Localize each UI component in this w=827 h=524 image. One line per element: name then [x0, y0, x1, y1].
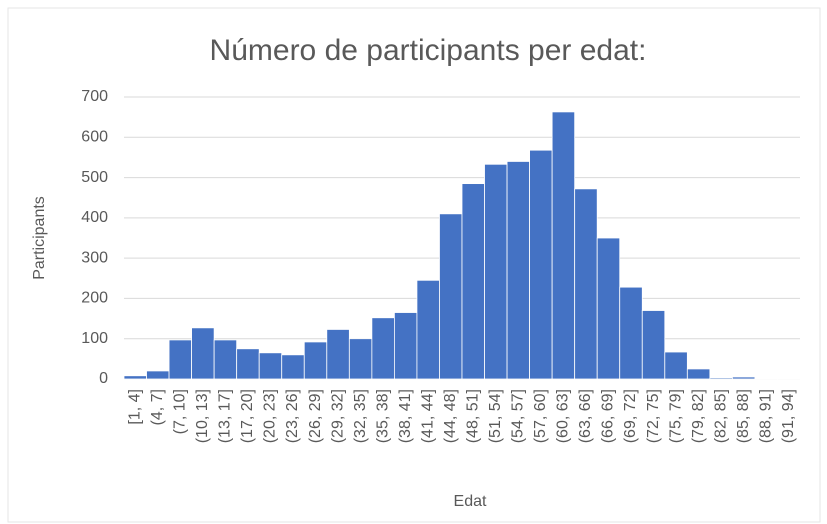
- y-tick-label: 600: [81, 129, 108, 146]
- x-tick-label: (69, 72]: [622, 389, 639, 443]
- bar: [529, 149, 553, 380]
- bar: [348, 338, 373, 380]
- bar: [619, 286, 643, 380]
- x-tick-label: (29, 32]: [329, 389, 346, 443]
- bar: [416, 279, 440, 380]
- x-tick-label: (48, 51]: [464, 389, 481, 443]
- y-tick-label: 700: [81, 88, 108, 105]
- bar: [191, 327, 215, 380]
- bar: [281, 354, 305, 380]
- x-tick-label: (91, 94]: [780, 389, 797, 443]
- x-tick-label: (57, 60]: [532, 389, 549, 443]
- x-tick-label: (54, 57]: [510, 389, 527, 443]
- x-tick-label: (72, 75]: [645, 389, 662, 443]
- bar: [596, 237, 621, 380]
- bar: [439, 213, 463, 380]
- x-tick-label: (63, 66]: [577, 389, 594, 443]
- x-tick-label: (88, 91]: [757, 389, 774, 443]
- bar: [168, 339, 192, 380]
- bar: [709, 377, 733, 380]
- bar: [551, 111, 576, 380]
- chart-border: [7, 7, 821, 523]
- x-tick-label: [1, 4]: [126, 389, 143, 425]
- bar: [506, 161, 531, 380]
- bar: [303, 341, 328, 380]
- x-tick-label: (51, 54]: [487, 389, 504, 443]
- bar: [371, 317, 395, 380]
- bar: [664, 351, 688, 380]
- y-tick-label: 500: [81, 169, 108, 186]
- y-tick-label: 400: [81, 209, 108, 226]
- bar: [393, 312, 418, 380]
- y-axis-label: Participants: [31, 196, 48, 280]
- bar: [123, 375, 147, 380]
- bar: [641, 310, 666, 380]
- bar: [213, 339, 238, 380]
- x-tick-label: (41, 44]: [419, 389, 436, 443]
- x-tick-label: (23, 26]: [284, 389, 301, 443]
- x-tick-label: (32, 35]: [352, 389, 369, 443]
- bar: [484, 163, 508, 380]
- x-tick-label: (85, 88]: [735, 389, 752, 443]
- chart-title: Número de participants per edat:: [210, 34, 647, 67]
- x-tick-label: (4, 7]: [149, 389, 166, 425]
- bar: [326, 329, 350, 380]
- y-tick-label: 300: [81, 249, 108, 266]
- x-tick-label: (79, 82]: [690, 389, 707, 443]
- y-tick-label: 200: [81, 290, 108, 307]
- x-tick-label: (7, 10]: [172, 389, 189, 434]
- x-tick-label: (66, 69]: [600, 389, 617, 443]
- bar: [258, 352, 283, 380]
- x-tick-label: (13, 17]: [217, 389, 234, 443]
- x-tick-label: (38, 41]: [397, 389, 414, 443]
- x-tick-label: (26, 29]: [307, 389, 324, 443]
- x-tick-label: (44, 48]: [442, 389, 459, 443]
- bar: [686, 368, 711, 380]
- y-tick-label: 0: [99, 370, 108, 387]
- x-tick-label: (35, 38]: [374, 389, 391, 443]
- x-tick-label: (20, 23]: [262, 389, 279, 443]
- bar: [574, 188, 598, 380]
- bar: [732, 376, 756, 380]
- x-tick-label: (10, 13]: [194, 389, 211, 443]
- y-tick-label: 100: [81, 330, 108, 347]
- x-tick-label: (17, 20]: [239, 389, 256, 443]
- bar: [146, 370, 170, 380]
- x-tick-label: (60, 63]: [555, 389, 572, 443]
- x-axis-label: Edat: [454, 493, 487, 510]
- bar: [461, 183, 485, 380]
- x-tick-label: (75, 79]: [667, 389, 684, 443]
- bar: [236, 348, 260, 380]
- x-tick-label: (82, 85]: [712, 389, 729, 443]
